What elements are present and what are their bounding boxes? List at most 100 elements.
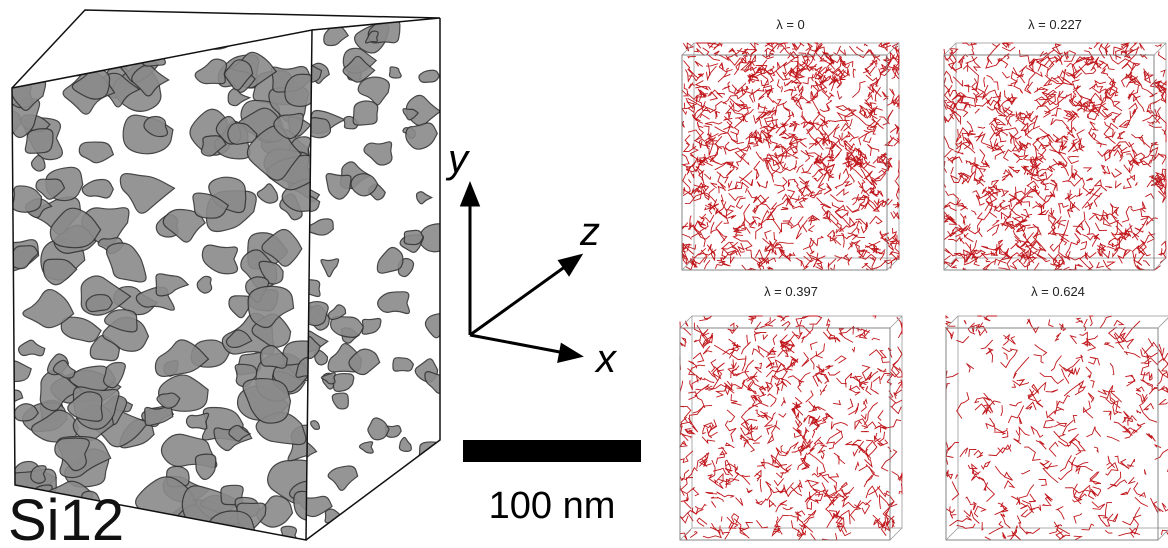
network-strand bbox=[829, 120, 849, 121]
network-strand bbox=[946, 446, 951, 464]
network-strand bbox=[1140, 43, 1145, 50]
network-strand bbox=[792, 327, 802, 339]
figure: Si12 y z x 100 nm λ = 0λ = 0.227λ = 0.39… bbox=[0, 0, 1168, 548]
network-strand bbox=[1000, 92, 1001, 99]
network-strand bbox=[1095, 81, 1106, 90]
network-strand bbox=[1013, 357, 1029, 378]
network-strand bbox=[985, 537, 991, 540]
network-strand bbox=[741, 428, 753, 440]
network-strand bbox=[1049, 319, 1054, 326]
pore-blob bbox=[331, 317, 364, 338]
network-strand bbox=[1059, 324, 1065, 331]
pore-blob bbox=[359, 442, 373, 453]
network-strand bbox=[877, 368, 886, 372]
network-strand bbox=[1064, 381, 1083, 396]
network-strand bbox=[1016, 138, 1028, 149]
network-strand bbox=[984, 393, 995, 405]
network-strand bbox=[849, 46, 880, 60]
network-strand bbox=[859, 450, 861, 453]
network-strand bbox=[858, 181, 869, 196]
network-strand bbox=[895, 383, 902, 395]
network-strand bbox=[1159, 52, 1166, 60]
network-strand bbox=[1097, 262, 1104, 268]
panel-label: λ = 0.397 bbox=[764, 284, 818, 299]
network-strand bbox=[1159, 399, 1167, 404]
network-strand bbox=[1137, 411, 1141, 414]
network-strand bbox=[1133, 515, 1141, 529]
network-strand bbox=[1120, 120, 1131, 128]
network-strand bbox=[995, 259, 1007, 265]
network-strand bbox=[1115, 247, 1126, 263]
network-strand bbox=[726, 164, 734, 177]
network-strand bbox=[729, 193, 743, 200]
pore-blob bbox=[353, 101, 378, 125]
network-strand bbox=[953, 77, 962, 86]
network-strand bbox=[715, 112, 717, 119]
network-strand bbox=[1105, 186, 1112, 187]
pore-blob bbox=[11, 246, 39, 269]
network-strand bbox=[888, 244, 893, 251]
network-strand bbox=[1103, 65, 1115, 70]
pore-blob bbox=[3, 361, 32, 382]
network-strand bbox=[956, 475, 958, 479]
network-strand bbox=[1135, 182, 1137, 185]
network-strand bbox=[836, 235, 849, 239]
network-strand bbox=[1054, 401, 1057, 414]
network-strand bbox=[766, 363, 774, 369]
network-strand bbox=[788, 376, 801, 386]
network-strand bbox=[814, 170, 823, 182]
network-strand bbox=[880, 495, 891, 509]
network-strand bbox=[1114, 106, 1122, 111]
network-strand bbox=[853, 449, 858, 456]
network-strand bbox=[1010, 263, 1017, 269]
porous-structure-side bbox=[293, 19, 459, 522]
pore-blob bbox=[321, 259, 339, 277]
network-strand bbox=[1040, 172, 1053, 180]
network-strand bbox=[827, 211, 831, 223]
axis-arrows bbox=[462, 185, 580, 361]
network-strand bbox=[811, 533, 816, 540]
panel-box-front bbox=[680, 328, 890, 540]
network-strand bbox=[1075, 233, 1080, 242]
network-strand bbox=[1067, 359, 1080, 370]
network-strand bbox=[828, 371, 840, 375]
network-strand bbox=[1059, 239, 1067, 246]
network-strand bbox=[710, 432, 718, 436]
network-strand bbox=[1060, 455, 1072, 471]
network-strand bbox=[820, 390, 821, 396]
network-strand bbox=[960, 448, 968, 457]
network-strand bbox=[849, 403, 859, 415]
network-strand bbox=[1014, 79, 1023, 93]
network-strand bbox=[714, 51, 728, 60]
network-strand bbox=[1005, 472, 1013, 480]
pore-blob bbox=[28, 16, 77, 61]
network-strand bbox=[777, 79, 781, 88]
network-strand bbox=[1086, 178, 1093, 181]
network-strand bbox=[827, 442, 835, 449]
network-strand bbox=[728, 215, 737, 218]
network-strand bbox=[680, 478, 693, 491]
network-strand bbox=[1058, 420, 1073, 437]
network-strand bbox=[1045, 494, 1053, 507]
network-strand bbox=[1141, 202, 1146, 213]
network-strand bbox=[780, 48, 790, 53]
network-strand bbox=[890, 89, 895, 96]
pore-blob bbox=[82, 179, 113, 197]
network-strand bbox=[742, 475, 750, 476]
pore-blob bbox=[63, 49, 89, 76]
network-strand bbox=[1072, 202, 1080, 211]
network-strand bbox=[852, 198, 866, 200]
network-strand bbox=[1016, 159, 1022, 162]
network-strand bbox=[964, 85, 971, 92]
network-strand bbox=[1069, 428, 1077, 432]
network-strand bbox=[899, 492, 901, 494]
network-strand bbox=[994, 82, 999, 90]
network-strand bbox=[747, 488, 753, 493]
network-strand bbox=[1127, 175, 1135, 180]
network-strand bbox=[864, 403, 878, 425]
pore-blob bbox=[419, 442, 449, 466]
network-strand bbox=[741, 146, 752, 151]
network-strand bbox=[1088, 357, 1099, 365]
network-strand bbox=[1027, 529, 1040, 535]
network-strand bbox=[1092, 88, 1101, 93]
